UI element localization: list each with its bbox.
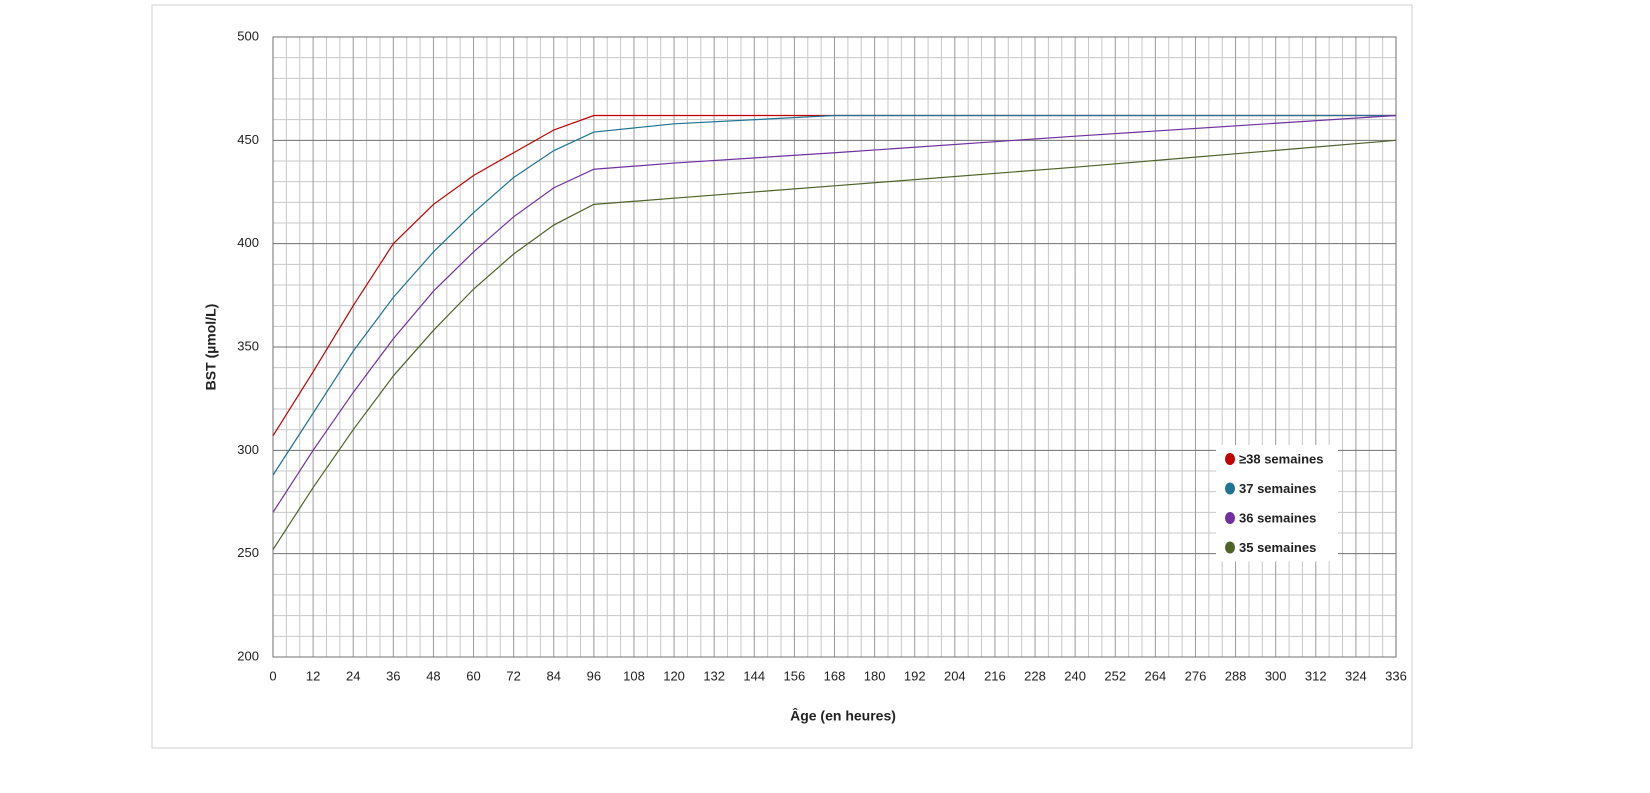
x-tick-label: 264	[1145, 668, 1167, 683]
legend-label: 35 semaines	[1239, 540, 1316, 555]
x-tick-label: 108	[623, 668, 645, 683]
x-tick-label: 336	[1385, 668, 1407, 683]
series-line	[272, 139, 1397, 550]
x-tick-label: 228	[1024, 668, 1046, 683]
y-tick-label: 400	[237, 235, 259, 250]
y-tick-label: 250	[237, 545, 259, 560]
legend-marker	[1225, 512, 1235, 524]
legend-marker	[1225, 453, 1235, 465]
x-tick-label: 156	[784, 668, 806, 683]
legend-marker	[1225, 541, 1235, 554]
legend-label: 36 semaines	[1239, 510, 1316, 525]
series-line	[272, 114, 1397, 513]
x-tick-label: 312	[1305, 668, 1327, 683]
x-tick-label: 252	[1104, 668, 1126, 683]
x-tick-label: 12	[306, 668, 320, 683]
legend-label: 37 semaines	[1239, 481, 1316, 496]
x-tick-label: 132	[703, 668, 725, 683]
y-tick-label: 350	[237, 338, 259, 353]
x-tick-label: 204	[944, 668, 966, 683]
y-tick-label: 200	[237, 648, 259, 663]
x-tick-label: 36	[386, 668, 400, 683]
x-tick-label: 120	[663, 668, 685, 683]
y-axis-label: BST (µmol/L)	[203, 304, 219, 391]
legend-label: ≥38 semaines	[1239, 451, 1323, 466]
x-tick-label: 60	[466, 668, 480, 683]
y-tick-label: 450	[237, 132, 259, 147]
x-tick-label: 48	[426, 668, 440, 683]
y-tick-label: 500	[237, 28, 259, 43]
x-tick-label: 300	[1265, 668, 1287, 683]
x-tick-label: 72	[506, 668, 520, 683]
x-tick-label: 0	[269, 668, 276, 683]
series-line	[272, 114, 1396, 476]
x-tick-label: 288	[1225, 668, 1247, 683]
x-tick-label: 144	[743, 668, 765, 683]
x-tick-label: 180	[864, 668, 886, 683]
x-tick-label: 96	[587, 668, 601, 683]
x-tick-label: 84	[547, 668, 561, 683]
x-tick-label: 276	[1185, 668, 1207, 683]
x-tick-label: 192	[904, 668, 926, 683]
x-tick-label: 24	[346, 668, 360, 683]
x-axis-label: Âge (en heures)	[790, 707, 896, 724]
chart-frame	[151, 4, 1413, 749]
legend-box	[1216, 445, 1338, 562]
legend-marker	[1225, 482, 1235, 495]
x-tick-label: 324	[1345, 668, 1367, 683]
plot-border	[272, 36, 1397, 658]
x-tick-label: 240	[1064, 668, 1086, 683]
x-tick-label: 216	[984, 668, 1006, 683]
x-tick-label: 168	[824, 668, 846, 683]
y-tick-label: 300	[237, 442, 259, 457]
